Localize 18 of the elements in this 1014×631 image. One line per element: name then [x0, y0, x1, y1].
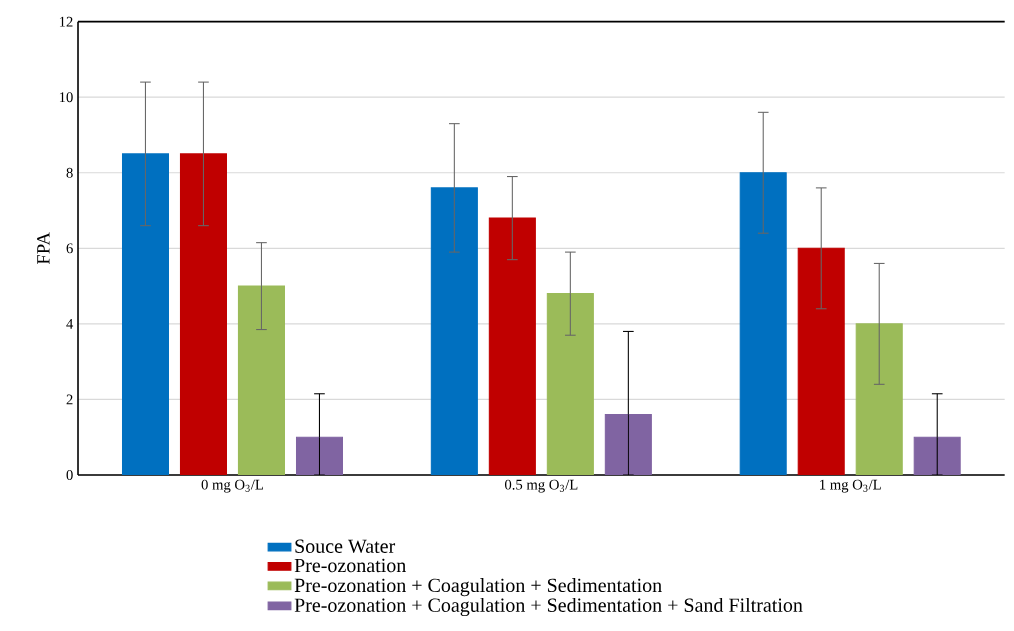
legend-label: Souce Water	[295, 539, 396, 554]
bar	[430, 187, 478, 475]
y-tick-label: 12	[59, 16, 73, 27]
legend-label: Pre-ozonation + Coagulation + Sedimentation	[294, 578, 662, 597]
y-tick-label: 10	[59, 92, 73, 103]
legend-label: Pre-ozonation	[294, 558, 406, 573]
x-tick-label: 1 mg O$_{3}$/L	[820, 479, 881, 493]
legend-label: Pre-ozonation + Coagulation + Sedimentation + Sand Filtration	[294, 597, 803, 617]
bar	[739, 172, 787, 475]
y-tick-label: 0	[66, 470, 73, 480]
y-tick-label: 8	[66, 167, 73, 178]
y-tick-label: 6	[66, 243, 73, 254]
y-axis-title: FPA	[37, 232, 50, 265]
y-tick-label: 4	[66, 319, 74, 329]
y-tick-label: 2	[66, 394, 73, 405]
x-tick-label: 0.5 mg O$_{3}$/L	[504, 479, 578, 493]
bar	[121, 153, 169, 475]
x-tick-label: 0 mg O$_{3}$/L	[201, 479, 263, 493]
